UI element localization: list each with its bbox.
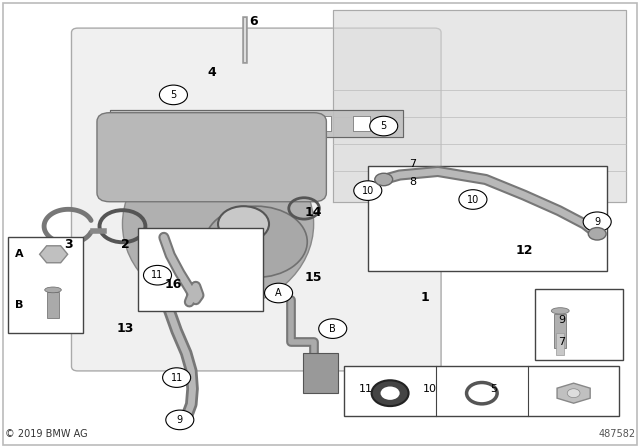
- Circle shape: [166, 410, 194, 430]
- Text: 5: 5: [490, 384, 497, 394]
- Polygon shape: [333, 10, 626, 202]
- Ellipse shape: [205, 206, 307, 277]
- Ellipse shape: [122, 139, 314, 309]
- Text: 7: 7: [409, 159, 416, 169]
- Text: 4: 4: [207, 66, 216, 79]
- FancyBboxPatch shape: [72, 28, 441, 371]
- Circle shape: [264, 283, 292, 303]
- Text: 5: 5: [170, 90, 177, 100]
- Text: 11: 11: [170, 373, 183, 383]
- Text: 2: 2: [121, 237, 130, 250]
- Bar: [162, 116, 179, 131]
- Polygon shape: [40, 246, 68, 263]
- Text: 14: 14: [305, 207, 323, 220]
- Circle shape: [370, 116, 397, 136]
- Circle shape: [567, 389, 580, 398]
- FancyBboxPatch shape: [97, 113, 326, 202]
- Bar: [47, 292, 59, 319]
- FancyBboxPatch shape: [368, 166, 607, 271]
- FancyBboxPatch shape: [138, 228, 262, 311]
- Text: 3: 3: [64, 237, 72, 250]
- Text: 9: 9: [594, 217, 600, 227]
- Text: A: A: [275, 288, 282, 298]
- Bar: [353, 116, 370, 131]
- Text: 9: 9: [177, 415, 183, 425]
- Bar: [303, 353, 338, 393]
- Circle shape: [354, 181, 382, 200]
- Text: 10: 10: [467, 194, 479, 205]
- Circle shape: [163, 368, 191, 388]
- Text: A: A: [15, 249, 24, 259]
- Text: 10: 10: [422, 384, 436, 394]
- Circle shape: [459, 190, 487, 209]
- Circle shape: [143, 265, 172, 285]
- Ellipse shape: [173, 246, 212, 273]
- Polygon shape: [557, 383, 590, 403]
- FancyBboxPatch shape: [344, 366, 620, 416]
- Ellipse shape: [45, 287, 61, 293]
- Text: 12: 12: [515, 244, 532, 257]
- Polygon shape: [109, 111, 403, 137]
- Ellipse shape: [218, 206, 269, 242]
- Text: 11: 11: [359, 384, 373, 394]
- Circle shape: [583, 212, 611, 232]
- Bar: [315, 116, 332, 131]
- Bar: [556, 333, 564, 355]
- Text: 6: 6: [249, 15, 257, 28]
- Circle shape: [375, 173, 393, 186]
- Ellipse shape: [372, 380, 408, 406]
- Text: 7: 7: [559, 337, 566, 347]
- Text: B: B: [330, 323, 336, 334]
- Text: 13: 13: [117, 322, 134, 335]
- Text: 16: 16: [164, 278, 182, 291]
- Text: 9: 9: [559, 315, 566, 325]
- Text: 487582: 487582: [598, 429, 636, 439]
- Text: 1: 1: [420, 291, 429, 304]
- Bar: [276, 116, 293, 131]
- FancyBboxPatch shape: [536, 289, 623, 360]
- Circle shape: [319, 319, 347, 338]
- Circle shape: [588, 228, 606, 240]
- Ellipse shape: [381, 387, 399, 400]
- Circle shape: [159, 85, 188, 105]
- Text: B: B: [15, 300, 24, 310]
- Bar: [554, 314, 566, 348]
- Text: 10: 10: [362, 185, 374, 196]
- Bar: [127, 116, 143, 131]
- FancyBboxPatch shape: [8, 237, 83, 333]
- Bar: [239, 116, 255, 131]
- Text: 15: 15: [305, 271, 323, 284]
- Text: 11: 11: [152, 270, 164, 280]
- Text: © 2019 BMW AG: © 2019 BMW AG: [4, 429, 87, 439]
- Text: 5: 5: [381, 121, 387, 131]
- Bar: [200, 116, 217, 131]
- Ellipse shape: [551, 308, 569, 314]
- Text: 8: 8: [409, 177, 416, 187]
